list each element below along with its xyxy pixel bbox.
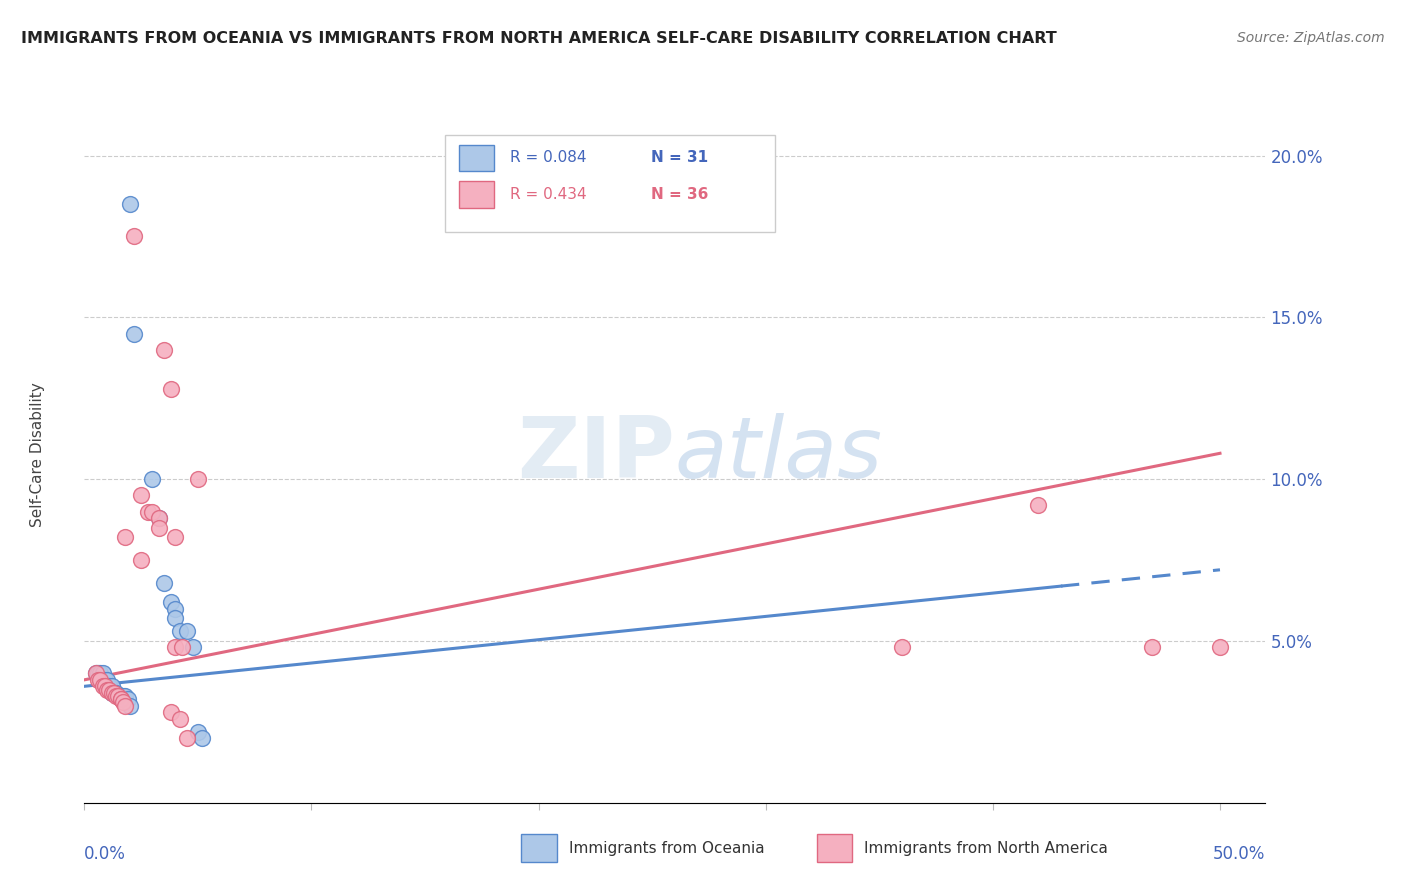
Point bbox=[141, 472, 163, 486]
Point bbox=[159, 595, 181, 609]
Point bbox=[96, 682, 118, 697]
Point bbox=[100, 686, 122, 700]
Point bbox=[187, 472, 209, 486]
Point bbox=[169, 712, 191, 726]
Point bbox=[183, 640, 205, 655]
Point bbox=[165, 601, 187, 615]
Point bbox=[94, 679, 117, 693]
Text: IMMIGRANTS FROM OCEANIA VS IMMIGRANTS FROM NORTH AMERICA SELF-CARE DISABILITY CO: IMMIGRANTS FROM OCEANIA VS IMMIGRANTS FR… bbox=[21, 31, 1057, 46]
Point bbox=[129, 553, 152, 567]
FancyBboxPatch shape bbox=[817, 834, 852, 862]
Point bbox=[159, 382, 181, 396]
Text: ZIP: ZIP bbox=[517, 413, 675, 497]
Point bbox=[114, 689, 136, 703]
Point bbox=[110, 689, 132, 703]
Point bbox=[176, 731, 198, 745]
Point bbox=[141, 504, 163, 518]
Text: Self-Care Disability: Self-Care Disability bbox=[30, 383, 45, 527]
Point bbox=[89, 666, 111, 681]
Point bbox=[148, 511, 170, 525]
Point bbox=[103, 686, 125, 700]
Point bbox=[118, 197, 141, 211]
FancyBboxPatch shape bbox=[522, 834, 557, 862]
Point bbox=[103, 686, 125, 700]
Point bbox=[96, 679, 118, 693]
Point bbox=[107, 689, 129, 703]
Point bbox=[114, 698, 136, 713]
FancyBboxPatch shape bbox=[458, 181, 494, 208]
Text: Immigrants from North America: Immigrants from North America bbox=[863, 840, 1108, 855]
Point bbox=[98, 682, 121, 697]
Point bbox=[891, 640, 914, 655]
Point bbox=[110, 692, 132, 706]
FancyBboxPatch shape bbox=[444, 135, 775, 232]
Point bbox=[89, 673, 111, 687]
Point bbox=[153, 343, 176, 357]
Text: N = 36: N = 36 bbox=[651, 187, 709, 202]
Point bbox=[118, 698, 141, 713]
Point bbox=[96, 673, 118, 687]
Text: R = 0.084: R = 0.084 bbox=[509, 151, 586, 165]
Text: R = 0.434: R = 0.434 bbox=[509, 187, 586, 202]
Point bbox=[169, 624, 191, 639]
Point bbox=[148, 511, 170, 525]
Text: N = 31: N = 31 bbox=[651, 151, 709, 165]
Point bbox=[1026, 498, 1049, 512]
Point bbox=[170, 640, 193, 655]
Text: Immigrants from Oceania: Immigrants from Oceania bbox=[568, 840, 765, 855]
Point bbox=[105, 689, 128, 703]
Point bbox=[1209, 640, 1232, 655]
Point bbox=[87, 673, 110, 687]
Point bbox=[153, 575, 176, 590]
Point bbox=[91, 679, 114, 693]
Point bbox=[110, 692, 132, 706]
Point bbox=[98, 679, 121, 693]
Point bbox=[84, 666, 107, 681]
Point bbox=[117, 692, 139, 706]
Point bbox=[159, 705, 181, 719]
Text: Source: ZipAtlas.com: Source: ZipAtlas.com bbox=[1237, 31, 1385, 45]
Point bbox=[165, 640, 187, 655]
Point bbox=[129, 488, 152, 502]
Point bbox=[165, 531, 187, 545]
Point bbox=[124, 326, 146, 341]
Point bbox=[176, 624, 198, 639]
Point bbox=[114, 531, 136, 545]
Text: 0.0%: 0.0% bbox=[84, 845, 127, 863]
Point bbox=[94, 673, 117, 687]
Point bbox=[191, 731, 214, 745]
Point bbox=[84, 666, 107, 681]
Point bbox=[107, 689, 129, 703]
Point bbox=[1140, 640, 1163, 655]
Point bbox=[136, 504, 159, 518]
Point bbox=[91, 666, 114, 681]
Point bbox=[165, 611, 187, 625]
Point bbox=[187, 724, 209, 739]
Point bbox=[100, 679, 122, 693]
Point bbox=[87, 666, 110, 681]
Point bbox=[100, 686, 122, 700]
Point bbox=[148, 521, 170, 535]
FancyBboxPatch shape bbox=[458, 145, 494, 171]
Text: 50.0%: 50.0% bbox=[1213, 845, 1265, 863]
Point bbox=[111, 689, 134, 703]
Point bbox=[111, 696, 134, 710]
Text: atlas: atlas bbox=[675, 413, 883, 497]
Point bbox=[105, 686, 128, 700]
Point bbox=[124, 229, 146, 244]
